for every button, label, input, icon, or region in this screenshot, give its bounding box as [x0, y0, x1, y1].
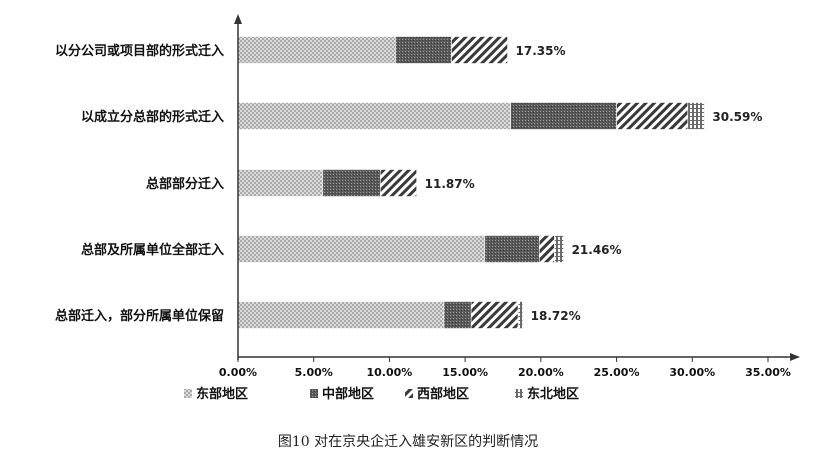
bar-segment-east-1 [237, 102, 511, 130]
legend-swatch-northeast [515, 389, 523, 398]
bar-segment-central-0 [395, 36, 452, 64]
bar-segment-northeast-3 [554, 235, 564, 263]
x-tick-label: 0.00% [219, 366, 257, 379]
legend-label-east: 东部地区 [196, 386, 248, 402]
figure-caption: 图10 对在京央企迁入雄安新区的判断情况 [278, 433, 538, 450]
total-value-label: 18.72% [531, 309, 581, 323]
total-value-label: 11.87% [425, 177, 475, 191]
legend-label-central: 中部地区 [322, 386, 374, 402]
bar-segment-east-4 [237, 301, 445, 329]
legend-swatch-west [405, 389, 413, 398]
x-tick-label: 10.00% [367, 366, 413, 379]
x-tick-label: 30.00% [669, 366, 715, 379]
bar-segment-east-3 [237, 235, 486, 263]
total-value-label: 17.35% [516, 44, 566, 58]
legend-label-northeast: 东北地区 [527, 386, 579, 402]
bar-segment-west-3 [539, 235, 555, 263]
category-label: 总部部分迁入 [146, 176, 224, 192]
category-label: 以分公司或项目部的形式迁入 [55, 43, 224, 59]
bar-segment-west-0 [451, 36, 508, 64]
category-label: 以成立分总部的形式迁入 [81, 109, 224, 125]
bar-segment-northeast-4 [517, 301, 523, 329]
total-labels: 17.35% 30.59% 11.87% 21.46% 18.72% [425, 44, 763, 323]
x-tick-label: 25.00% [594, 366, 640, 379]
bar-segment-east-0 [237, 36, 396, 64]
bar-segment-central-3 [484, 235, 540, 263]
x-tick-label: 5.00% [295, 366, 333, 379]
bars-group [237, 36, 705, 329]
x-tick-label: 15.00% [442, 366, 488, 379]
x-ticks: 0.00% 5.00% 10.00% 15.00% 20.00% 25.00% 30.00%… [219, 357, 791, 379]
bar-segment-central-4 [443, 301, 472, 329]
bar-segment-northeast-1 [687, 102, 705, 130]
total-value-label: 30.59% [712, 110, 762, 124]
x-tick-label: 20.00% [518, 366, 564, 379]
x-tick-label: 35.00% [745, 366, 791, 379]
category-labels: 以分公司或项目部的形式迁入以成立分总部的形式迁入总部部分迁入总部及所属单位全部迁… [55, 43, 224, 324]
bar-segment-west-4 [470, 301, 519, 329]
legend-swatch-central [310, 389, 318, 398]
bar-segment-central-1 [510, 102, 617, 130]
legend: 东部地区 中部地区 西部地区 东北地区 [184, 386, 579, 402]
x-axis-arrow [790, 353, 800, 361]
y-axis-arrow [234, 14, 242, 24]
category-label: 总部迁入，部分所属单位保留 [55, 308, 224, 324]
legend-swatch-east [184, 389, 192, 398]
total-value-label: 21.46% [572, 243, 622, 257]
bar-segment-east-2 [237, 169, 324, 197]
bar-segment-west-2 [380, 169, 417, 197]
legend-label-west: 西部地区 [417, 386, 469, 402]
bar-segment-west-1 [616, 102, 689, 130]
bar-segment-central-2 [322, 169, 381, 197]
category-label: 总部及所属单位全部迁入 [81, 242, 224, 258]
